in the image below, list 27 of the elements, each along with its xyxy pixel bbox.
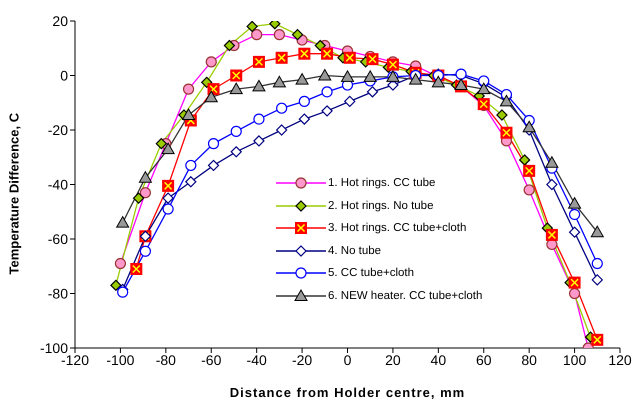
- y-tick-label: 20: [52, 12, 68, 29]
- y-tick-label: 0: [60, 67, 68, 84]
- x-axis-title: Distance from Holder centre, mm: [230, 385, 466, 400]
- y-tick-label: -100: [40, 340, 68, 356]
- y-tick-label: -40: [48, 176, 68, 192]
- x-tick-label: -60: [201, 352, 222, 368]
- x-tick-label: -40: [246, 352, 267, 368]
- y-tick-label: -60: [48, 230, 68, 247]
- x-tick-label: 100: [562, 352, 586, 368]
- legend-label: 2. Hot rings. No tube: [328, 200, 434, 212]
- y-axis-title: Temperature Difference, C: [6, 112, 22, 274]
- x-tick-label: 60: [476, 352, 492, 368]
- legend-label: 5. CC tube+cloth: [328, 267, 414, 280]
- x-tick-label: -20: [292, 352, 312, 368]
- x-tick-label: 120: [608, 352, 632, 368]
- x-tick-label: 20: [385, 352, 401, 368]
- x-tick-label: -100: [106, 352, 135, 368]
- legend-label: 6. NEW heater. CC tube+cloth: [328, 290, 482, 302]
- y-tick-label: -20: [48, 122, 68, 138]
- legend-label: 1. Hot rings. CC tube: [328, 177, 436, 190]
- y-tick-label: -80: [48, 285, 68, 302]
- x-tick-label: -80: [156, 352, 176, 368]
- x-tick-label: 40: [430, 352, 446, 368]
- legend-label: 4. No tube: [328, 244, 382, 257]
- legend-label: 3. Hot rings. CC tube+cloth: [328, 222, 466, 234]
- x-tick-label: 0: [344, 352, 352, 368]
- x-tick-label: 80: [521, 352, 538, 368]
